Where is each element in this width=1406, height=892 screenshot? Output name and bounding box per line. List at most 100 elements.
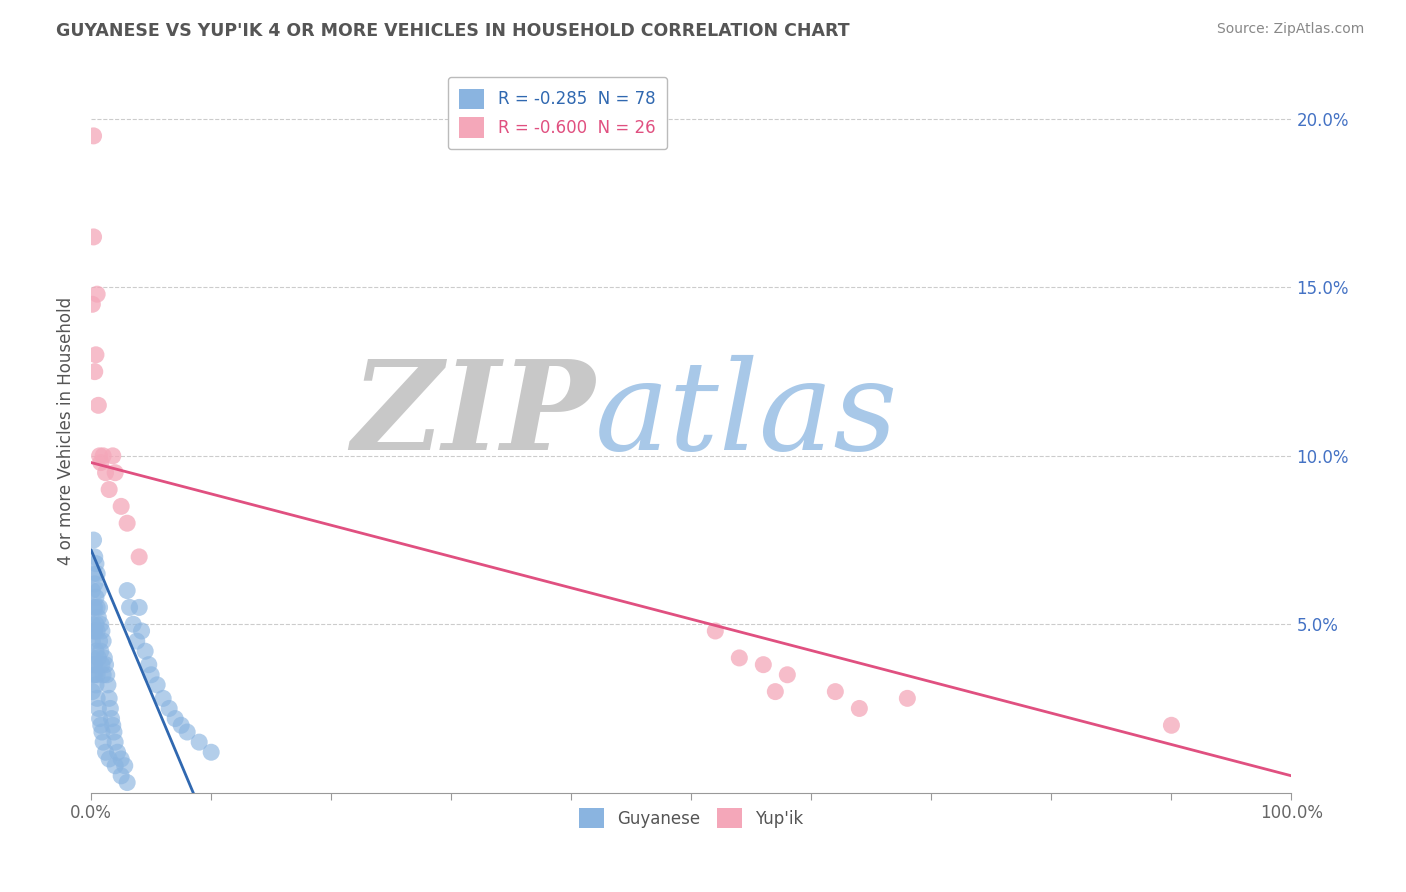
Point [84, 617, 107, 632]
Point [91, 657, 114, 672]
Y-axis label: 4 or more Vehicles in Household: 4 or more Vehicles in Household [58, 296, 75, 565]
Point [89, 449, 111, 463]
Point [87, 583, 110, 598]
Point [896, 691, 918, 706]
Point [128, 549, 150, 564]
Point [91, 634, 114, 648]
Point [82, 634, 104, 648]
Point [82, 684, 104, 698]
Point [98, 701, 121, 715]
Point [1160, 718, 1182, 732]
Point [86, 691, 108, 706]
Point [83, 600, 105, 615]
Point [93, 651, 115, 665]
Point [176, 725, 198, 739]
Point [83, 577, 105, 591]
Point [138, 657, 160, 672]
Point [86, 600, 108, 615]
Point [83, 657, 105, 672]
Point [848, 701, 870, 715]
Point [94, 466, 117, 480]
Point [91, 624, 114, 638]
Point [824, 684, 846, 698]
Point [89, 634, 111, 648]
Point [84, 678, 107, 692]
Point [165, 712, 187, 726]
Text: Source: ZipAtlas.com: Source: ZipAtlas.com [1216, 22, 1364, 37]
Point [83, 549, 105, 564]
Point [89, 712, 111, 726]
Point [104, 466, 127, 480]
Point [82, 651, 104, 665]
Point [86, 667, 108, 681]
Point [98, 691, 121, 706]
Point [82, 583, 104, 598]
Point [87, 610, 110, 624]
Point [114, 758, 136, 772]
Point [157, 701, 180, 715]
Point [752, 657, 775, 672]
Point [125, 634, 148, 648]
Point [200, 745, 222, 759]
Point [83, 624, 105, 638]
Text: atlas: atlas [595, 355, 898, 477]
Point [101, 718, 124, 732]
Point [84, 644, 107, 658]
Point [131, 624, 153, 638]
Point [704, 624, 727, 638]
Point [94, 745, 117, 759]
Point [90, 617, 112, 632]
Point [152, 691, 174, 706]
Point [84, 348, 107, 362]
Point [84, 557, 107, 571]
Point [101, 449, 124, 463]
Point [146, 678, 169, 692]
Point [83, 657, 105, 672]
Point [98, 483, 121, 497]
Point [170, 718, 193, 732]
Point [87, 398, 110, 412]
Legend: Guyanese, Yup'ik: Guyanese, Yup'ik [572, 801, 810, 835]
Point [91, 725, 114, 739]
Point [104, 758, 127, 772]
Point [115, 775, 138, 789]
Point [87, 651, 110, 665]
Point [100, 712, 122, 726]
Point [96, 667, 118, 681]
Point [91, 667, 114, 681]
Point [763, 684, 786, 698]
Point [110, 500, 132, 514]
Point [110, 769, 132, 783]
Point [110, 752, 132, 766]
Point [104, 735, 127, 749]
Point [122, 617, 145, 632]
Point [90, 644, 112, 658]
Point [141, 667, 163, 681]
Text: ZIP: ZIP [352, 355, 595, 477]
Point [83, 230, 105, 244]
Point [107, 745, 129, 759]
Point [83, 566, 105, 581]
Point [98, 752, 121, 766]
Point [83, 600, 105, 615]
Point [188, 735, 211, 749]
Point [115, 516, 138, 531]
Point [134, 644, 156, 658]
Point [776, 667, 799, 681]
Point [83, 128, 105, 143]
Point [87, 701, 110, 715]
Point [90, 718, 112, 732]
Point [84, 591, 107, 605]
Point [118, 600, 141, 615]
Point [83, 533, 105, 547]
Point [91, 449, 114, 463]
Point [90, 456, 112, 470]
Point [91, 735, 114, 749]
Point [128, 600, 150, 615]
Point [83, 667, 105, 681]
Point [89, 600, 111, 615]
Text: GUYANESE VS YUP'IK 4 OR MORE VEHICLES IN HOUSEHOLD CORRELATION CHART: GUYANESE VS YUP'IK 4 OR MORE VEHICLES IN… [56, 22, 849, 40]
Point [728, 651, 751, 665]
Point [86, 566, 108, 581]
Point [83, 624, 105, 638]
